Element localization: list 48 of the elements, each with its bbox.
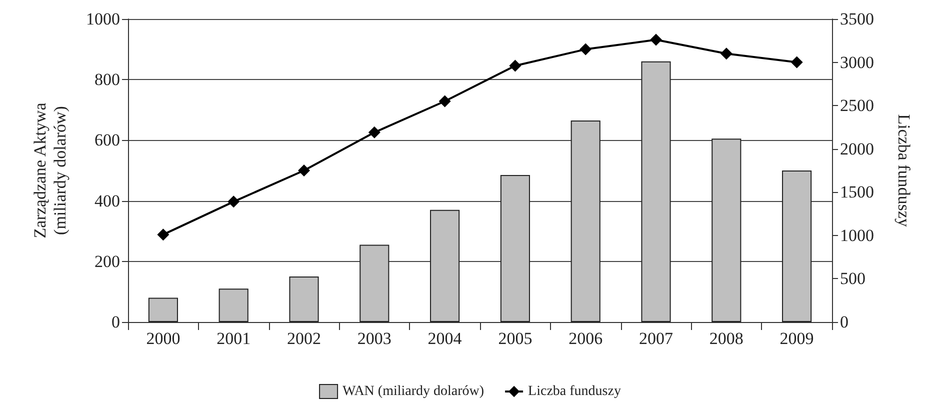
x-tick-label: 2005 [498, 329, 532, 348]
y2-tick-label: 500 [840, 269, 866, 288]
x-tick-label: 2008 [709, 329, 744, 348]
bar [570, 120, 600, 322]
y-tick-label: 0 [112, 312, 120, 332]
point [790, 56, 803, 68]
y2-tick-label: 1500 [840, 182, 874, 202]
x-tick-label: 2004 [428, 329, 462, 348]
bar [218, 288, 248, 322]
y-tick-label: 400 [94, 191, 120, 210]
bar [712, 138, 742, 322]
y2-tick-label: 3500 [840, 10, 874, 28]
y-tick-label: 1000 [86, 10, 120, 28]
x-tick-label: 2009 [780, 329, 814, 348]
bar [430, 210, 460, 322]
bar [360, 244, 390, 322]
x-tick-label: 2007 [639, 329, 674, 348]
x-tick-label: 2003 [357, 329, 392, 348]
bar [782, 170, 812, 322]
point [368, 126, 380, 138]
point [509, 60, 522, 72]
y-tick-label: 800 [94, 70, 120, 90]
point [650, 34, 662, 46]
y2-tick-label: 2500 [840, 96, 874, 116]
bar [500, 175, 530, 322]
point [157, 228, 170, 241]
y-axis-title: Zarządzane Aktywa (miliardy dolarów) [30, 102, 70, 238]
bar [148, 298, 178, 322]
point [298, 164, 310, 176]
legend-label: Liczba funduszy [528, 384, 621, 399]
y2-axis-title: Liczba funduszy [894, 114, 914, 228]
point [580, 43, 592, 56]
point [438, 95, 451, 108]
x-tick-label: 2000 [146, 329, 180, 348]
point [228, 196, 240, 208]
y2-tick-label: 2000 [840, 139, 874, 158]
x-tick-label: 2006 [568, 329, 603, 348]
y-tick-label: 200 [94, 252, 120, 271]
y2-tick-label: 0 [840, 312, 848, 332]
y2-tick-label: 1000 [840, 226, 874, 245]
legend-label: WAN (miliardy dolarów) [342, 384, 484, 399]
x-tick-label: 2002 [287, 329, 321, 348]
y2-tick-label: 3000 [840, 52, 874, 72]
point [720, 48, 732, 60]
bar [289, 276, 319, 322]
y-tick-label: 600 [94, 130, 120, 150]
x-tick-label: 2001 [216, 329, 251, 348]
bar [641, 61, 671, 322]
